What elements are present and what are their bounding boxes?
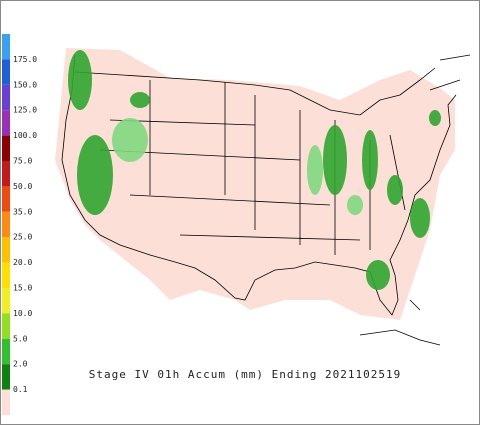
legend-swatch: [2, 161, 10, 187]
legend-swatch: [2, 110, 10, 136]
legend-label: 50.0: [13, 182, 32, 191]
legend-label: 20.0: [13, 258, 32, 267]
legend-swatch: [2, 84, 10, 111]
legend-swatch-base: [2, 390, 10, 415]
legend-swatch: [2, 364, 10, 390]
legend-swatch: [2, 34, 10, 60]
legend-label: 150.0: [13, 80, 37, 89]
legend-swatch: [2, 237, 10, 263]
legend-label: 10.0: [13, 309, 32, 318]
outlines: [359, 54, 471, 346]
legend-swatch: [2, 313, 10, 339]
legend-swatch: [2, 288, 10, 314]
legend-label: 25.0: [13, 233, 32, 242]
legend-swatch: [2, 262, 10, 288]
legend-swatch: [2, 211, 10, 238]
legend-label: 125.0: [13, 106, 37, 115]
legend-swatch: [2, 186, 10, 212]
legend-swatch: [2, 135, 10, 161]
caption: Stage IV 01h Accum (mm) Ending 202110251…: [89, 368, 402, 381]
legend-label: 175.0: [13, 55, 37, 64]
precip-areas: [68, 50, 441, 290]
legend-swatch: [2, 338, 10, 365]
legend-label: 5.0: [13, 334, 28, 343]
legend-label: 2.0: [13, 360, 28, 369]
legend-swatch: [2, 59, 10, 85]
legend-label: 0.1: [13, 385, 28, 394]
legend-label: 35.0: [13, 207, 32, 216]
legend-label: 100.0: [13, 131, 37, 140]
legend-label: 75.0: [13, 157, 32, 166]
border: [74, 67, 436, 116]
legend-label: 15.0: [13, 284, 32, 293]
